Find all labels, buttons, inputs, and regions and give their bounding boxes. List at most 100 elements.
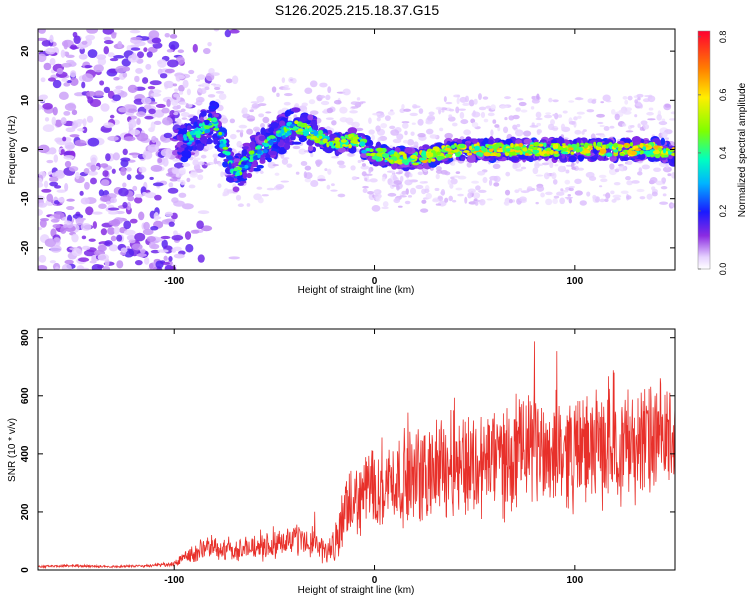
spectrogram-ridge-blob: [310, 120, 318, 128]
spectrogram-halo-blob: [552, 179, 558, 185]
spectrogram-core-blob: [188, 135, 192, 139]
spectrogram-halo-blob: [478, 106, 487, 111]
spectrogram-halo-blob: [257, 197, 264, 204]
spectrogram-ridge-blob: [193, 121, 199, 128]
spectrogram-core-blob: [444, 147, 452, 152]
spectrogram-halo-blob: [309, 110, 319, 115]
spectrogram-halo-blob: [197, 161, 205, 166]
spectrogram-halo-blob: [317, 178, 327, 182]
spectrogram-core-blob: [410, 154, 417, 159]
spectrogram-halo-blob: [581, 130, 585, 135]
spectrogram-core-blob: [204, 120, 210, 126]
spectrogram-core-blob: [446, 153, 453, 157]
spectrogram-core-blob: [528, 145, 534, 149]
spectrogram-halo-blob: [596, 113, 605, 118]
spectrogram-core-blob: [381, 153, 387, 158]
spectrogram-noise-blob: [173, 253, 185, 259]
spectrogram-halo-blob: [289, 78, 293, 81]
spectrogram-ridge-blob: [267, 150, 278, 156]
spectrogram-halo-blob: [480, 111, 486, 118]
spectrogram-ridge-blob: [256, 164, 264, 169]
spectrogram-halo-blob: [508, 115, 515, 121]
spectrogram-noise-blob: [71, 233, 79, 243]
spectrogram-halo-blob: [651, 191, 658, 197]
spectrogram-core-blob: [355, 143, 359, 147]
spectrogram-core-blob: [493, 143, 499, 150]
spectrogram-halo-blob: [647, 118, 656, 121]
spectrogram-halo-blob: [622, 95, 628, 100]
spectrogram-noise-blob: [109, 58, 119, 62]
spectrogram-halo-blob: [339, 106, 348, 114]
spectrogram-noise-blob: [49, 57, 56, 66]
spectrogram-halo-blob: [545, 191, 553, 196]
colorbar-tick-label: 0.0: [718, 263, 728, 276]
spectrogram-noise-blob: [197, 254, 205, 263]
spectrogram-halo-blob: [319, 82, 328, 88]
spectrogram-noise-blob: [175, 74, 186, 80]
spectrogram-noise-blob: [107, 227, 116, 235]
spectrogram-halo-blob: [499, 105, 508, 109]
spectrogram-xtick-label: 100: [566, 276, 583, 287]
spectrogram-ridge-blob: [404, 147, 413, 154]
spectrogram-halo-blob: [387, 110, 395, 116]
spectrogram-halo-blob: [478, 189, 487, 193]
spectrogram-core-blob: [466, 152, 473, 156]
spectrogram-halo-blob: [665, 163, 669, 169]
spectrogram-halo-blob: [360, 165, 370, 170]
spectrogram-halo-blob: [249, 109, 254, 113]
spectrogram-noise-blob: [86, 91, 96, 97]
spectrogram-core-blob: [619, 152, 625, 156]
spectrogram-halo-blob: [605, 192, 611, 199]
spectrogram-core-blob: [478, 152, 484, 158]
spectrogram-ridge-blob: [181, 150, 192, 158]
spectrogram-halo-blob: [212, 153, 219, 159]
spectrogram-halo-blob: [265, 111, 272, 114]
spectrogram-noise-blob: [136, 51, 144, 59]
colorbar-tick-label: 0.2: [718, 205, 728, 218]
spectrogram-halo-blob: [613, 182, 621, 186]
spectrogram-halo-blob: [591, 99, 597, 104]
spectrogram-core-blob: [347, 133, 355, 138]
spectrogram-halo-blob: [586, 191, 591, 197]
spectrogram-halo-blob: [435, 203, 442, 206]
spectrogram-noise-blob: [60, 226, 67, 234]
spectrogram-halo-blob: [536, 185, 545, 192]
spectrogram-halo-blob: [351, 121, 360, 128]
spectrogram-halo-blob: [637, 97, 641, 101]
spectrogram-halo-blob: [284, 87, 291, 91]
spectrogram-halo-blob: [455, 106, 460, 114]
spectrogram-halo-blob: [535, 117, 543, 121]
spectrogram-noise-blob: [164, 32, 170, 38]
spectrogram-noise-blob: [112, 152, 120, 161]
spectrogram-ridge-blob: [232, 186, 240, 193]
spectrogram-noise-blob: [65, 54, 75, 59]
spectrogram-halo-blob: [435, 106, 443, 110]
spectrogram-halo-blob: [472, 192, 481, 199]
spectrogram-noise-blob: [150, 164, 163, 172]
spectrogram-halo-blob: [330, 189, 338, 192]
spectrogram-halo-blob: [531, 95, 536, 100]
spectrogram-noise-blob: [171, 234, 184, 241]
spectrogram-halo-blob: [536, 93, 540, 101]
spectrogram-core-blob: [241, 157, 249, 161]
spectrogram-noise-blob: [72, 31, 78, 38]
spectrogram-halo-blob: [267, 161, 276, 169]
spectrogram-halo-blob: [669, 118, 675, 121]
spectrogram-core-blob: [483, 152, 491, 157]
spectrogram-noise-blob: [103, 46, 110, 55]
spectrogram-halo-blob: [195, 78, 201, 82]
spectrogram-halo-blob: [419, 181, 427, 184]
spectrogram-noise-blob: [56, 189, 67, 193]
spectrogram-core-blob: [268, 135, 276, 139]
spectrogram-core-blob: [510, 143, 514, 148]
spectrogram-ridge-blob: [483, 137, 489, 144]
spectrogram-ridge-blob: [200, 110, 207, 117]
spectrogram-halo-blob: [180, 108, 186, 113]
spectrogram-noise-blob: [39, 219, 47, 228]
spectrogram-halo-blob: [548, 97, 553, 103]
spectrogram-halo-blob: [409, 187, 417, 195]
spectrogram-ridge-blob: [277, 147, 287, 155]
spectrogram-noise-blob: [130, 47, 141, 51]
spectrogram-halo-blob: [315, 159, 323, 166]
spectrogram-noise-blob: [118, 107, 129, 113]
